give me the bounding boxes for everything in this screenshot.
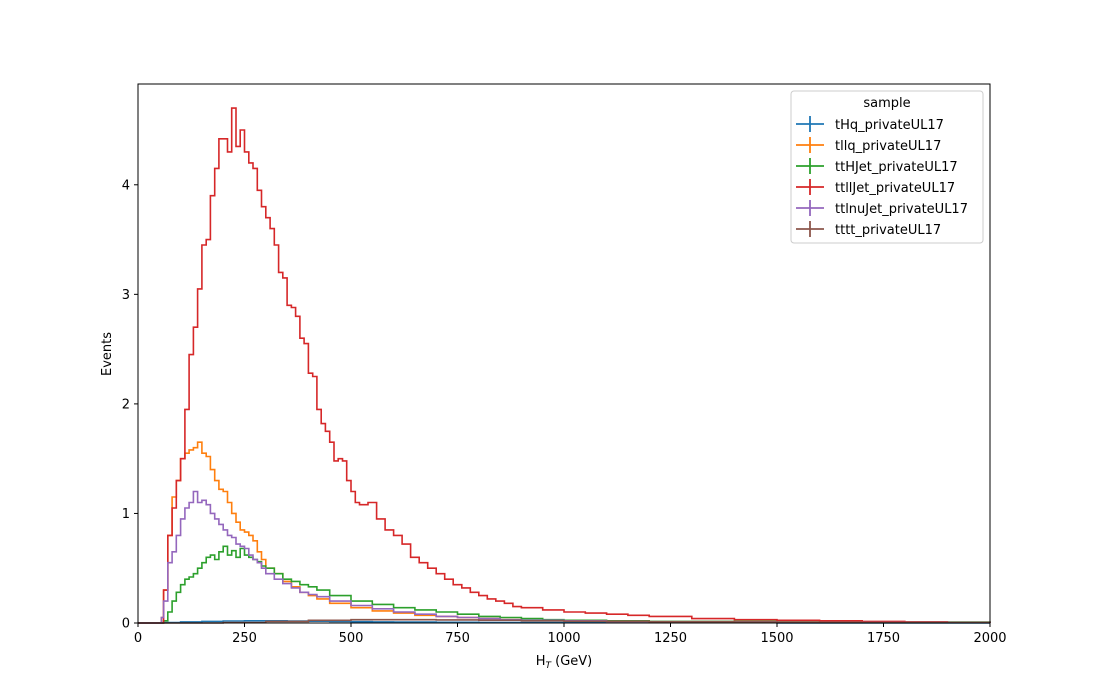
legend-entry-0: tHq_privateUL17 — [796, 116, 944, 133]
x-tick-label: 500 — [339, 631, 364, 646]
legend-label: tttt_privateUL17 — [835, 223, 941, 238]
legend-label: tHq_privateUL17 — [835, 118, 944, 133]
x-tick-label: 0 — [134, 631, 142, 646]
x-tick-label: 1250 — [654, 631, 687, 646]
legend-box — [790, 90, 984, 244]
x-tick-label: 1750 — [867, 631, 900, 646]
y-tick-label: 1 — [122, 507, 130, 522]
y-tick-label: 4 — [122, 178, 130, 193]
legend-entry-3: ttllJet_privateUL17 — [796, 179, 955, 196]
series-line-5 — [138, 618, 991, 624]
legend: sample tHq_privateUL17 tllq_privateUL17tt… — [790, 90, 984, 244]
series-line-4 — [138, 490, 991, 624]
x-tick-label: 1500 — [760, 631, 793, 646]
legend-label: tllq_privateUL17 — [835, 139, 941, 154]
x-axis: 0 250 500 750 1000 1250 1500 1750 2000 — [134, 623, 1007, 646]
x-axis-label: HT (GeV) — [536, 654, 593, 671]
series-line-3 — [138, 107, 991, 624]
y-axis: 0 1 2 3 4 — [122, 178, 138, 632]
y-tick-label: 2 — [122, 397, 130, 412]
series-line-2 — [138, 545, 991, 624]
legend-title: sample — [863, 96, 910, 111]
x-tick-label: 2000 — [973, 631, 1006, 646]
legend-entry-1: tllq_privateUL17 — [796, 137, 941, 154]
y-axis-label: Events — [100, 332, 115, 376]
x-tick-label: 750 — [445, 631, 470, 646]
x-axis-label-unit: (GeV) — [551, 654, 592, 669]
x-tick-label: 250 — [232, 631, 257, 646]
legend-entry-5: tttt_privateUL17 — [796, 221, 941, 238]
y-tick-label: 3 — [122, 288, 130, 303]
legend-entry-2: ttHJet_privateUL17 — [796, 158, 958, 175]
legend-label: ttlnuJet_privateUL17 — [835, 202, 968, 217]
legend-label: ttHJet_privateUL17 — [835, 160, 958, 175]
series-lines — [138, 107, 991, 624]
x-tick-label: 1000 — [547, 631, 580, 646]
y-tick-label: 0 — [122, 617, 130, 632]
legend-label: ttllJet_privateUL17 — [835, 181, 955, 196]
x-axis-label-subscript: T — [546, 661, 553, 671]
legend-entry-4: ttlnuJet_privateUL17 — [796, 200, 968, 217]
